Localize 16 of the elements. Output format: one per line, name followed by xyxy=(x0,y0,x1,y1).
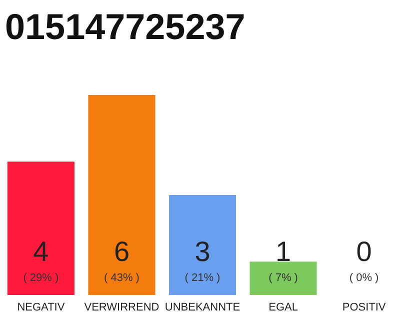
data-label: 3 xyxy=(194,236,210,267)
x-tick-label: POSITIV xyxy=(342,302,386,314)
data-label: 4 xyxy=(33,236,49,267)
annotation: ( 43% ) xyxy=(104,272,140,284)
x-tick-label: UNBEKANNTE xyxy=(164,302,240,314)
x-tick-label: VERWIRREND xyxy=(84,302,160,314)
x-tick-label: NEGATIV xyxy=(17,302,66,314)
chart-title: 015147725237 xyxy=(5,6,246,47)
annotation: ( 0% ) xyxy=(349,272,379,284)
annotation: ( 29% ) xyxy=(23,272,59,284)
data-label: 6 xyxy=(114,236,130,267)
annotation: ( 7% ) xyxy=(268,272,298,284)
data-label: 1 xyxy=(275,236,292,267)
x-tick-label: EGAL xyxy=(268,302,298,314)
annotation: ( 21% ) xyxy=(184,272,220,284)
data-label: 0 xyxy=(356,236,372,267)
